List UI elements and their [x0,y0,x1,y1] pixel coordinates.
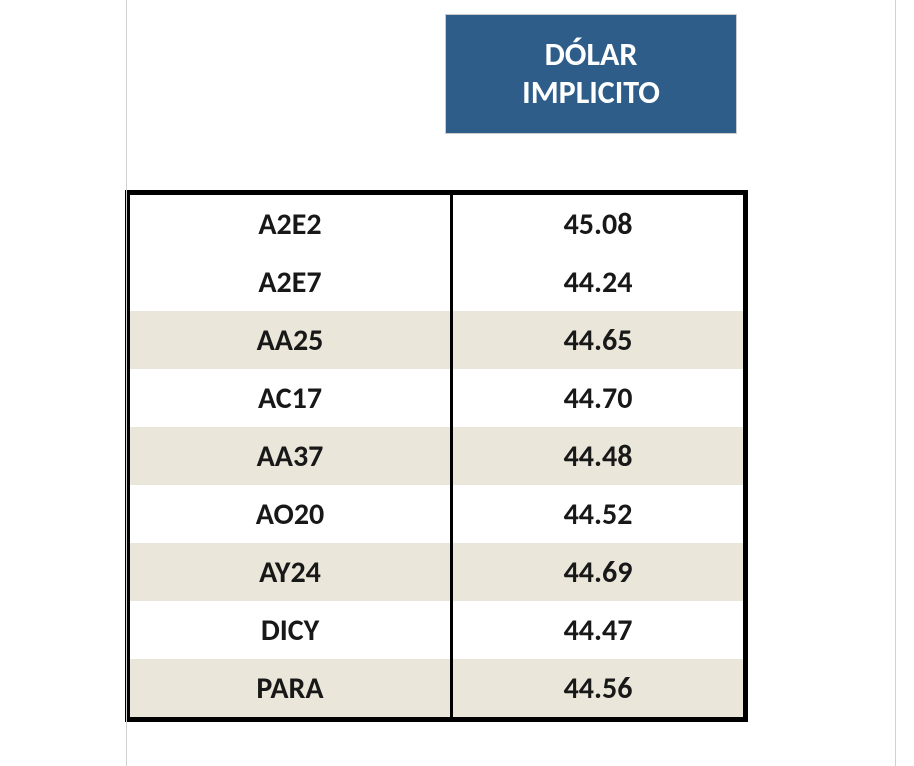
gridline-vertical [895,0,896,766]
cell-ticker: AY24 [128,543,452,601]
table-row: PARA44.56 [128,659,746,720]
table-row: AO2044.52 [128,485,746,543]
table-row: DICY44.47 [128,601,746,659]
cell-value: 44.56 [452,659,746,720]
table-row: A2E744.24 [128,253,746,311]
cell-value: 45.08 [452,193,746,254]
header-line2: IMPLICITO [522,74,660,112]
table-row: AA3744.48 [128,427,746,485]
cell-ticker: DICY [128,601,452,659]
table-row: AA2544.65 [128,311,746,369]
cell-value: 44.70 [452,369,746,427]
cell-ticker: AC17 [128,369,452,427]
cell-ticker: PARA [128,659,452,720]
cell-value: 44.65 [452,311,746,369]
cell-value: 44.48 [452,427,746,485]
header-line1: DÓLAR [545,36,638,74]
gridline-vertical [126,0,127,766]
cell-value: 44.69 [452,543,746,601]
table-body: A2E245.08A2E744.24AA2544.65AC1744.70AA37… [128,193,746,720]
table-row: AY2444.69 [128,543,746,601]
cell-ticker: AA25 [128,311,452,369]
cell-value: 44.52 [452,485,746,543]
cell-ticker: A2E7 [128,253,452,311]
table-row: AC1744.70 [128,369,746,427]
header-dolar-implicito: DÓLAR IMPLICITO [445,14,737,134]
table-row: A2E245.08 [128,193,746,254]
cell-value: 44.24 [452,253,746,311]
cell-ticker: AA37 [128,427,452,485]
cell-ticker: AO20 [128,485,452,543]
cell-ticker: A2E2 [128,193,452,254]
dolar-implicito-table: A2E245.08A2E744.24AA2544.65AC1744.70AA37… [125,190,748,722]
cell-value: 44.47 [452,601,746,659]
